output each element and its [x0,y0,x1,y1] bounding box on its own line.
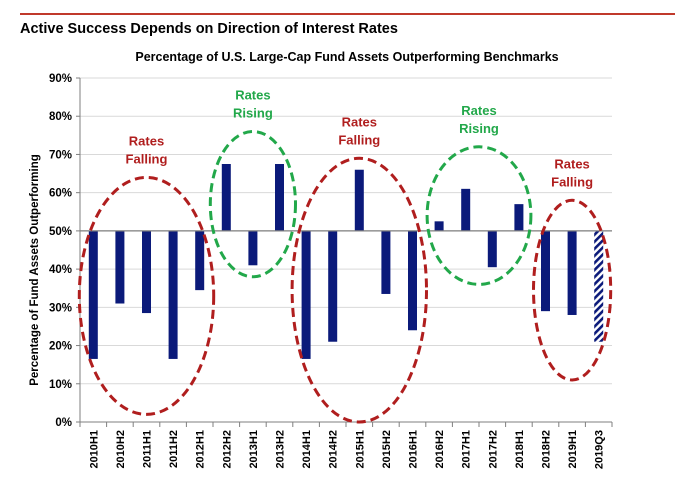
x-tick-label: 2018H1 [514,430,526,469]
title-rule [20,13,675,15]
x-tick-label: 2012H2 [221,430,233,469]
bar-2017H2 [487,230,497,268]
x-tick-label: 2019H1 [567,430,579,469]
x-tick-label: 2013H1 [248,430,260,469]
bar-2018H2 [541,230,550,312]
annotation-ellipse [77,175,216,416]
gridlines [80,77,612,423]
bar-2017H1 [461,188,471,231]
y-axis-label: Percentage of Fund Assets Outperforming [29,154,41,386]
bar-2014H1 [301,230,311,359]
annotation-ellipse [290,156,428,424]
annotation-label: Rates [554,156,589,171]
annotation-label: Falling [126,151,168,166]
annotation-label: Falling [338,132,380,147]
x-tick-label: 2011H1 [142,430,154,468]
x-tick-label: 2014H2 [328,430,340,469]
bar-2019Q3 [594,230,604,342]
y-tick-label: 90% [49,73,72,85]
x-axis-ticks: 2010H1 2010H2 2011H1 2011H2 2012H1 2012H2 2013… [79,422,613,469]
x-tick-label: 2012H1 [195,430,207,469]
bar-2013H2 [275,164,284,231]
bar-2015H1 [354,169,364,231]
y-tick-label: 0% [55,417,72,429]
bar-2019H1 [567,230,577,315]
bar-2016H1 [408,230,417,331]
x-tick-label: 2019Q3 [594,430,606,469]
bar-2012H1 [195,230,205,291]
bar-2010H2 [115,230,125,304]
x-tick-label: 2010H2 [115,430,127,469]
annotation-label: Rising [459,121,499,136]
x-tick-label: 2018H2 [541,430,553,469]
x-tick-label: 2010H1 [88,430,100,469]
annotation-labels: Rates Falling Rates Rising Rates Falling Rates… [126,88,594,190]
bar-2014H2 [328,230,338,342]
x-tick-label: 2017H2 [487,430,499,469]
bar-2010H1 [88,230,98,359]
y-tick-label: 30% [49,302,72,314]
x-tick-label: 2015H1 [354,430,366,469]
bar-2011H2 [168,230,178,359]
annotation-label: Rates [342,114,377,129]
x-tick-label: 2011H2 [168,430,180,468]
x-tick-label: 2017H1 [461,430,473,469]
y-tick-label: 70% [49,149,72,161]
annotation-label: Rates [129,133,164,148]
annotation-label: Falling [551,174,593,189]
x-tick-label: 2016H1 [408,430,420,469]
x-tick-label: 2013H2 [275,430,287,469]
x-tick-label: 2014H1 [301,430,313,469]
bar-2012H2 [221,164,231,231]
y-tick-label: 20% [49,341,72,353]
y-tick-label: 60% [49,188,72,200]
bars [88,164,604,359]
annotation-label: Rising [233,106,273,121]
chart-title: Percentage of U.S. Large-Cap Fund Assets… [135,50,558,64]
annotation-ellipse [532,198,613,382]
annotation-ellipses [77,130,613,424]
bar-2013H1 [248,230,258,266]
y-tick-label: 40% [49,264,72,276]
y-tick-label: 80% [49,111,72,123]
bar-2016H2 [434,221,444,231]
annotation-ellipse [425,145,533,286]
x-tick-label: 2015H2 [381,430,393,469]
annotation-label: Rates [235,88,270,103]
y-tick-label: 50% [49,226,72,238]
annotation-label: Rates [461,103,496,118]
bar-2015H2 [381,230,391,294]
x-tick-label: 2016H2 [434,430,446,469]
annotation-ellipse [208,130,297,279]
bar-2011H1 [142,230,151,314]
page-title: Active Success Depends on Direction of I… [20,21,398,37]
y-axis-ticks: 0% 10% 20% 30% 40% 50% 60% 70% 80% 90% [49,73,80,429]
bar-2018H1 [514,204,524,231]
y-tick-label: 10% [49,379,72,391]
